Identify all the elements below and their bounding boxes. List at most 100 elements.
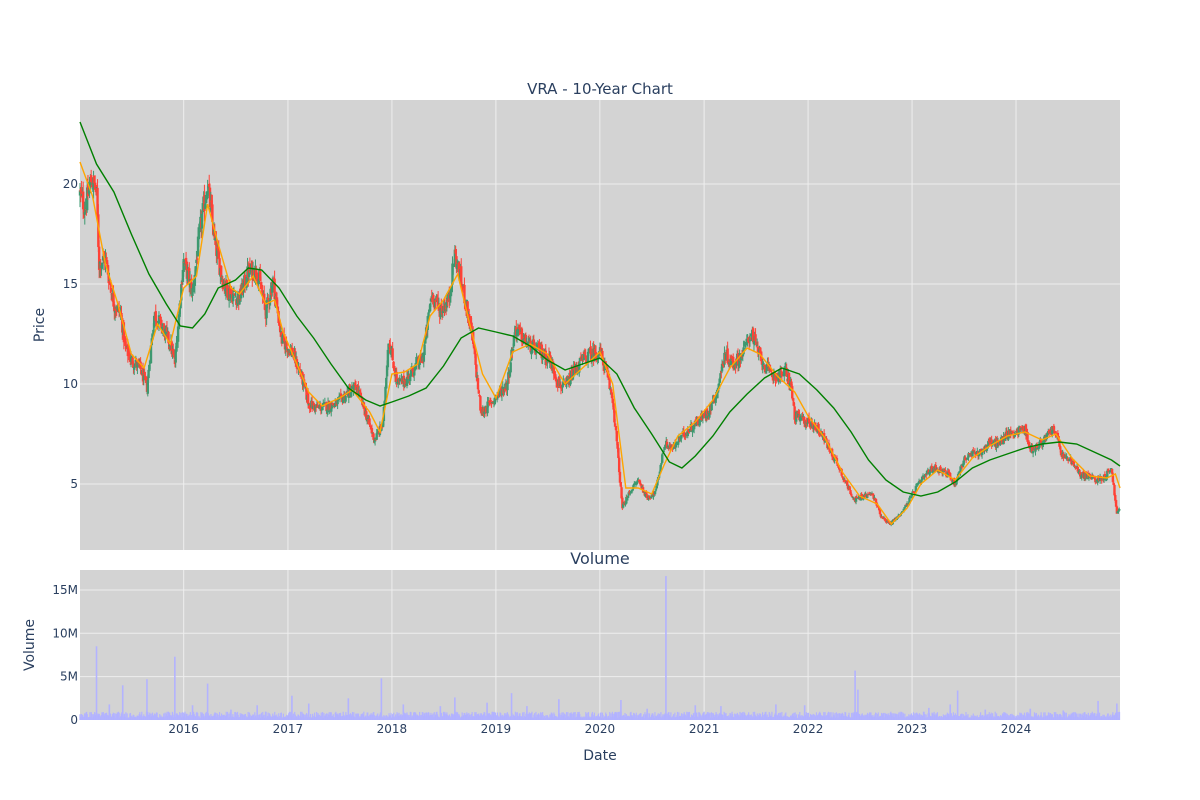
volume-bar	[139, 716, 142, 720]
candle-body	[197, 230, 201, 240]
volume-bar	[92, 714, 94, 720]
candle-body	[78, 190, 82, 196]
volume-bar	[189, 715, 191, 720]
volume-bar	[697, 717, 699, 720]
candle-body	[263, 304, 267, 311]
volume-bar	[1040, 712, 1042, 720]
candle-body	[472, 343, 476, 349]
candle-body	[454, 249, 457, 254]
volume-bar	[899, 711, 901, 720]
volume-bar	[369, 714, 371, 720]
candle-body	[594, 352, 598, 357]
volume-bar	[1074, 712, 1076, 720]
volume-bar	[472, 716, 475, 720]
candle-body	[747, 337, 750, 343]
volume-bar	[902, 712, 904, 720]
volume-bar	[595, 716, 598, 720]
volume-bar	[904, 713, 906, 720]
candle-body	[639, 483, 642, 485]
candle-body	[522, 338, 525, 342]
volume-bar	[375, 715, 378, 720]
volume-bar	[169, 712, 171, 720]
volume-bar	[580, 717, 582, 720]
volume-bar	[1046, 715, 1048, 720]
candle-body	[223, 283, 226, 290]
volume-bar	[923, 711, 925, 720]
volume-bar	[577, 712, 579, 720]
volume-bar	[637, 714, 639, 720]
volume-bar	[343, 714, 345, 720]
volume-bar	[350, 716, 352, 720]
volume-bar	[544, 717, 546, 720]
volume-bar	[1071, 712, 1073, 720]
candle-body	[181, 269, 185, 282]
volume-bar	[1099, 717, 1101, 720]
volume-bar	[381, 716, 384, 720]
volume-bar	[377, 717, 380, 720]
candle-body	[188, 279, 192, 288]
candle-body	[101, 262, 104, 266]
volume-bar	[163, 717, 166, 720]
candle-body	[749, 338, 752, 340]
volume-bar	[981, 715, 983, 720]
candle-body	[842, 479, 846, 481]
volume-bar	[832, 712, 834, 720]
volume-bar	[610, 713, 612, 720]
volume-bar	[318, 714, 320, 720]
volume-bar	[222, 714, 225, 720]
volume-bar	[890, 711, 892, 720]
volume-bar	[326, 716, 328, 720]
volume-bar	[302, 713, 304, 720]
volume-bar	[341, 715, 344, 720]
volume-bar	[112, 712, 114, 720]
volume-bar	[989, 716, 991, 720]
volume-bar	[195, 716, 197, 720]
volume-bar	[1032, 717, 1034, 720]
volume-bar	[1111, 714, 1113, 720]
candle-body	[112, 293, 115, 307]
volume-bar	[437, 716, 439, 720]
candle-body	[966, 458, 969, 460]
volume-bar	[1076, 713, 1078, 720]
candle-body	[342, 397, 345, 403]
volume-spike-bar	[510, 693, 513, 720]
volume-bar	[219, 715, 221, 720]
volume-bar	[888, 716, 891, 720]
volume-bar	[587, 712, 590, 720]
volume-bar	[786, 716, 788, 720]
volume-bar	[351, 711, 354, 720]
candle-body	[200, 213, 204, 229]
volume-bar	[404, 714, 406, 720]
volume-bar	[506, 714, 508, 720]
volume-bar	[982, 717, 984, 720]
candle-body	[727, 363, 730, 365]
candle-body	[436, 299, 440, 305]
volume-bar	[503, 715, 505, 720]
candle-body	[676, 441, 680, 445]
volume-bar	[351, 714, 353, 720]
candle-body	[680, 435, 683, 439]
volume-bar	[419, 716, 421, 720]
volume-bar	[543, 715, 546, 720]
volume-bar	[628, 716, 630, 720]
volume-bar	[910, 714, 912, 720]
candle-body	[759, 347, 762, 355]
candle-body	[1043, 436, 1046, 444]
candle-body	[211, 204, 214, 222]
volume-bar	[1021, 717, 1024, 720]
volume-bar	[968, 717, 970, 720]
volume-bar	[963, 717, 965, 720]
candle-body	[812, 426, 815, 430]
volume-bar	[537, 714, 539, 720]
candle-body	[684, 434, 687, 437]
volume-bar	[490, 714, 492, 720]
volume-y-tick-label: 0	[70, 713, 78, 727]
volume-bar	[325, 714, 327, 720]
volume-bar	[236, 711, 239, 720]
volume-x-ticks: 2016 2017 2018 2019 2020 2021 2022 2023 2024	[168, 722, 1031, 736]
volume-bar	[560, 714, 562, 720]
volume-bar	[514, 715, 516, 720]
volume-bar	[587, 712, 589, 720]
volume-bar	[946, 712, 948, 720]
volume-bar	[673, 717, 675, 720]
